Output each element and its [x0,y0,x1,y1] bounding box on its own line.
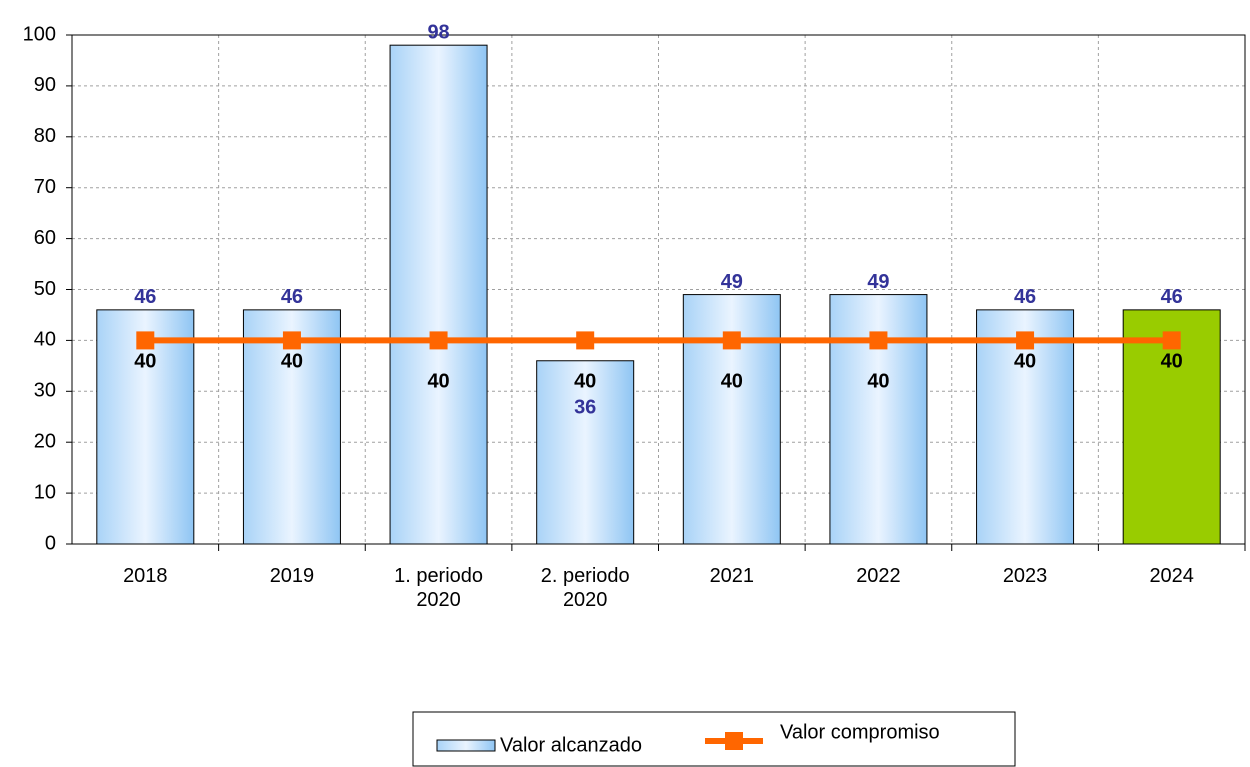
legend-label: Valor compromiso [780,721,940,743]
line-value-label: 40 [1014,351,1036,373]
bar-value-label: 36 [574,397,596,419]
line-marker [869,331,888,350]
x-tick-label: 2021 [709,565,755,587]
bar-value-label: 46 [134,286,156,308]
line-marker [136,331,155,350]
y-tick-label: 80 [34,125,56,147]
legend-swatch-bar [436,739,496,752]
y-tick-label: 40 [34,329,56,351]
y-tick-label: 0 [45,532,56,554]
x-tick-label: 2024 [1149,565,1194,587]
x-tick-label: 2022 [856,565,901,587]
bar-value-label: 98 [427,21,449,43]
y-tick-label: 20 [34,430,56,452]
line-value-label: 40 [574,371,596,393]
line-marker [1016,331,1035,350]
line-marker [1162,331,1181,350]
y-tick-label: 10 [34,481,56,503]
line-value-label: 40 [721,371,743,393]
line-marker [429,331,448,350]
x-tick-label: 2018 [123,565,168,587]
y-tick-label: 50 [34,278,56,300]
y-tick-label: 100 [23,23,56,45]
legend-label: Valor alcanzado [500,734,642,756]
x-tick-label: 2. periodo 2020 [540,565,630,611]
line-value-label: 40 [281,351,303,373]
line-value-label: 40 [134,351,156,373]
line-value-label: 40 [867,371,889,393]
x-tick-label: 1. periodo 2020 [394,565,484,611]
legend-swatch-marker [725,732,743,750]
x-tick-label: 2023 [1002,565,1048,587]
line-marker [576,331,595,350]
line-value-label: 40 [427,371,449,393]
x-tick-label: 2019 [269,565,315,587]
line-value-label: 40 [1161,351,1183,373]
y-tick-label: 70 [34,176,56,198]
y-tick-label: 30 [34,380,56,402]
bar-value-label: 49 [721,271,743,293]
bar-value-label: 46 [281,286,303,308]
bar-value-label: 46 [1161,286,1183,308]
legend-box [412,711,1016,767]
bar-value-label: 49 [867,271,889,293]
line-marker [282,331,301,350]
bar [389,44,488,545]
line-marker [722,331,741,350]
bar-value-label: 46 [1014,286,1036,308]
y-tick-label: 90 [34,74,56,96]
plot-frame [71,34,1246,545]
bar [536,360,635,545]
y-tick-label: 60 [34,227,56,249]
